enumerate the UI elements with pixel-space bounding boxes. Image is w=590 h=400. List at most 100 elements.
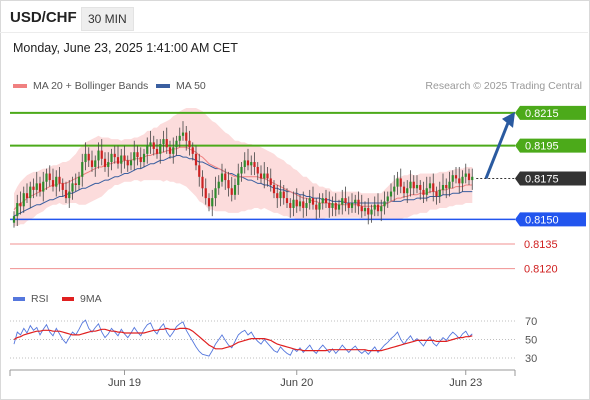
candle-body (42, 181, 45, 192)
candle-body (94, 160, 97, 167)
candle-body (386, 196, 389, 202)
candle-body (256, 166, 259, 174)
candle-body (402, 186, 406, 194)
rsi-tick-30: 30 (525, 353, 537, 365)
candle-body (120, 155, 123, 164)
candle-body (35, 183, 38, 190)
candle-body (175, 140, 178, 148)
candle-body (22, 193, 25, 207)
candle-body (318, 203, 321, 210)
candle-body (25, 193, 29, 199)
candle-body (185, 132, 188, 141)
candle-body (113, 153, 116, 158)
candle-body (331, 203, 334, 208)
candle-body (422, 189, 425, 195)
candle-body (32, 186, 35, 190)
candle-body (201, 176, 204, 189)
candle-body (435, 191, 438, 197)
level-tag-shape (515, 171, 586, 186)
candle-body (389, 191, 393, 197)
candle-body (188, 140, 191, 148)
legend-ma50-swatch (156, 84, 170, 88)
candle-body (425, 188, 428, 195)
candle-body (136, 152, 139, 158)
candle-body (363, 207, 367, 212)
candle-body (84, 153, 87, 163)
candle-body (204, 188, 207, 199)
candle-body (48, 173, 51, 181)
candle-body (438, 189, 441, 197)
candle-body (295, 199, 298, 207)
legend-9ma-swatch (62, 297, 74, 301)
candle-body (29, 186, 32, 199)
candle-body (116, 157, 120, 164)
level-label-0.8215: 0.8215 (525, 108, 559, 120)
candle-body (64, 189, 68, 199)
candle-body (298, 201, 302, 207)
candle-body (217, 181, 220, 189)
rsi-tick-70: 70 (525, 316, 537, 328)
candle-body (129, 160, 133, 166)
candle-body (12, 216, 16, 223)
candle-body (451, 175, 454, 182)
candle-body (360, 206, 363, 212)
candle-body (432, 183, 435, 192)
candle-body (321, 198, 324, 204)
candle-body (292, 199, 295, 208)
rsi-9ma-line (13, 327, 473, 352)
candle-body (194, 153, 198, 166)
candle-body (237, 173, 240, 185)
ma50-line (13, 155, 473, 217)
candle-body (396, 178, 399, 187)
candle-body (350, 203, 354, 208)
candle-body (454, 175, 458, 179)
candle-body (246, 160, 250, 166)
candle-body (211, 198, 214, 207)
candle-body (409, 181, 412, 189)
legend-rsi-swatch (13, 297, 25, 301)
candle-body (269, 178, 272, 185)
candle-body (172, 147, 175, 154)
candle-body (198, 165, 201, 177)
candle-body (243, 160, 246, 167)
rsi-line (13, 319, 473, 357)
candle-body (441, 185, 445, 190)
timeframe-badge[interactable]: 30 MIN (81, 7, 134, 31)
candle-body (399, 178, 402, 187)
candle-body (139, 157, 142, 163)
candle-body (168, 147, 172, 154)
candle-body (146, 145, 149, 154)
candle-body (412, 181, 415, 189)
level-tag-0.8195: 0.8195 (515, 138, 586, 153)
candle-body (467, 173, 471, 181)
candle-body (315, 204, 318, 210)
candle-body (51, 180, 55, 187)
header-divider (0, 32, 588, 33)
candle-body (464, 173, 467, 177)
candle-body (266, 173, 269, 179)
level-label-0.8150: 0.8150 (525, 214, 559, 226)
candle-body (58, 176, 61, 184)
candle-body (214, 188, 217, 199)
candle-body (311, 198, 315, 205)
level-label-0.8195: 0.8195 (525, 141, 559, 153)
candle-body (220, 173, 224, 182)
candle-body (230, 188, 233, 195)
candle-body (38, 183, 42, 192)
symbol-title: USD/CHF (10, 9, 77, 26)
candle-body (253, 162, 256, 167)
candle-body (341, 198, 344, 205)
candle-body (149, 142, 152, 146)
candle-body (159, 144, 162, 154)
level-tag-0.8215: 0.8215 (515, 105, 586, 120)
candle-body (289, 203, 292, 208)
level-tag-0.8150: 0.8150 (515, 212, 586, 227)
candle-body (74, 183, 77, 185)
candle-body (308, 198, 311, 204)
candle-body (97, 150, 100, 161)
candle-body (16, 203, 19, 217)
candle-body (380, 206, 383, 212)
candle-body (100, 150, 103, 159)
candle-body (123, 155, 126, 161)
